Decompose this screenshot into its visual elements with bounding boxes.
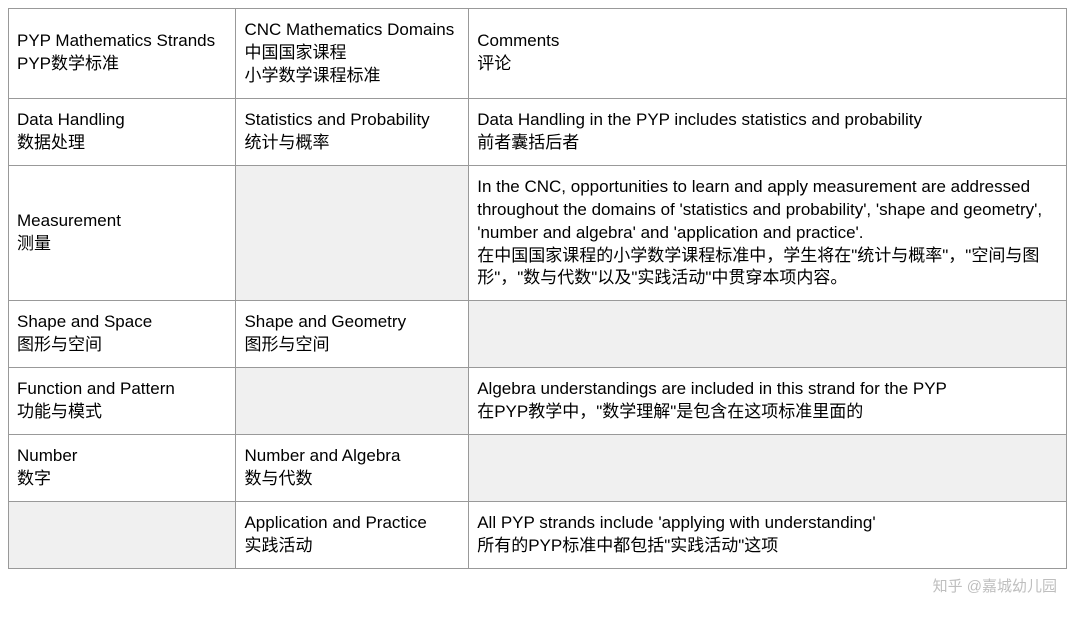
cell-line: 实践活动: [244, 535, 460, 558]
table-row: Data Handling数据处理Statistics and Probabil…: [9, 98, 1067, 165]
table-cell: All PYP strands include 'applying with u…: [469, 502, 1067, 569]
cell-line: PYP Mathematics Strands: [17, 30, 227, 53]
cell-line: Measurement: [17, 210, 227, 233]
table-cell: Shape and Space图形与空间: [9, 301, 236, 368]
cell-line: Shape and Space: [17, 311, 227, 334]
table-cell: Application and Practice实践活动: [236, 502, 469, 569]
cell-line: 所有的PYP标准中都包括"实践活动"这项: [477, 535, 1058, 558]
cell-line: Shape and Geometry: [244, 311, 460, 334]
table-cell: Shape and Geometry图形与空间: [236, 301, 469, 368]
table-cell: PYP Mathematics StrandsPYP数学标准: [9, 9, 236, 99]
cell-line: Function and Pattern: [17, 378, 227, 401]
table-cell: Algebra understandings are included in t…: [469, 368, 1067, 435]
table-cell: In the CNC, opportunities to learn and a…: [469, 165, 1067, 301]
table-body: PYP Mathematics StrandsPYP数学标准CNC Mathem…: [9, 9, 1067, 569]
table-cell: Function and Pattern功能与模式: [9, 368, 236, 435]
table-row: Measurement测量 In the CNC, opportunities t…: [9, 165, 1067, 301]
cell-line: Number and Algebra: [244, 445, 460, 468]
cell-line: 前者囊括后者: [477, 132, 1058, 155]
comparison-table: PYP Mathematics StrandsPYP数学标准CNC Mathem…: [8, 8, 1067, 569]
table-cell: [236, 165, 469, 301]
cell-line: Data Handling: [17, 109, 227, 132]
cell-line: 图形与空间: [244, 334, 460, 357]
table-row: PYP Mathematics StrandsPYP数学标准CNC Mathem…: [9, 9, 1067, 99]
cell-line: 评论: [477, 53, 1058, 76]
cell-line: Data Handling in the PYP includes statis…: [477, 109, 1058, 132]
table-cell: Data Handling in the PYP includes statis…: [469, 98, 1067, 165]
table-row: Application and Practice实践活动 All PYP stra…: [9, 502, 1067, 569]
cell-line: 功能与模式: [17, 401, 227, 424]
table-cell: [469, 301, 1067, 368]
cell-line: Statistics and Probability: [244, 109, 460, 132]
cell-line: CNC Mathematics Domains: [244, 19, 460, 42]
cell-line: 在PYP教学中，"数学理解"是包含在这项标准里面的: [477, 401, 1058, 424]
table-cell: Data Handling数据处理: [9, 98, 236, 165]
cell-line: 数据处理: [17, 132, 227, 155]
cell-line: 图形与空间: [17, 334, 227, 357]
table-cell: Statistics and Probability统计与概率: [236, 98, 469, 165]
table-cell: Comments评论: [469, 9, 1067, 99]
table-cell: [9, 502, 236, 569]
cell-line: 测量: [17, 233, 227, 256]
table-cell: Number数字: [9, 435, 236, 502]
cell-line: 数与代数: [244, 468, 460, 491]
table-row: Function and Pattern功能与模式 Algebra underst…: [9, 368, 1067, 435]
cell-line: 中国国家课程: [244, 42, 460, 65]
cell-line: Comments: [477, 30, 1058, 53]
table-row: Number数字Number and Algebra数与代数: [9, 435, 1067, 502]
table-cell: [469, 435, 1067, 502]
cell-line: 在中国国家课程的小学数学课程标准中，学生将在"统计与概率"，"空间与图形"，"数…: [477, 245, 1058, 291]
cell-line: In the CNC, opportunities to learn and a…: [477, 176, 1058, 245]
cell-line: 统计与概率: [244, 132, 460, 155]
cell-line: Algebra understandings are included in t…: [477, 378, 1058, 401]
table-cell: CNC Mathematics Domains中国国家课程小学数学课程标准: [236, 9, 469, 99]
table-cell: [236, 368, 469, 435]
table-row: Shape and Space图形与空间Shape and Geometry图形…: [9, 301, 1067, 368]
cell-line: All PYP strands include 'applying with u…: [477, 512, 1058, 535]
table-cell: Measurement测量: [9, 165, 236, 301]
cell-line: PYP数学标准: [17, 53, 227, 76]
table-cell: Number and Algebra数与代数: [236, 435, 469, 502]
cell-line: 小学数学课程标准: [244, 65, 460, 88]
cell-line: 数字: [17, 468, 227, 491]
watermark-text: 知乎 @嘉城幼儿园: [933, 575, 1057, 596]
cell-line: Number: [17, 445, 227, 468]
cell-line: Application and Practice: [244, 512, 460, 535]
